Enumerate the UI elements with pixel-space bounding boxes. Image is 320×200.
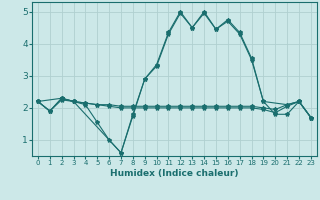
X-axis label: Humidex (Indice chaleur): Humidex (Indice chaleur) [110,169,239,178]
